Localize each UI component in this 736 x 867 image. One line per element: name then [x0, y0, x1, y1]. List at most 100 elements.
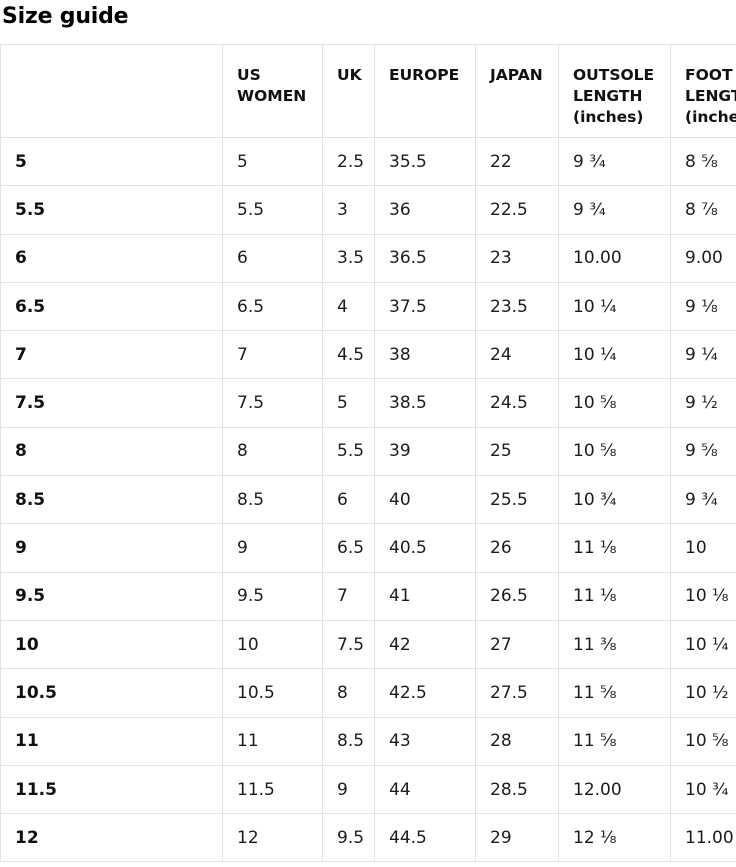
- size-value-cell: 9 ⅝: [670, 426, 736, 477]
- size-value-cell: 36: [374, 185, 476, 235]
- size-value-cell: 37.5: [374, 281, 476, 332]
- size-value-cell: 10 ⅝: [670, 716, 736, 766]
- size-value-cell: 29: [475, 813, 559, 863]
- size-value-cell: 42: [374, 619, 476, 670]
- size-value-cell: 5: [322, 378, 375, 428]
- size-value-cell: 10 ¾: [558, 475, 671, 525]
- size-label-cell: 8: [0, 426, 223, 477]
- size-value-cell: 8: [222, 426, 323, 477]
- size-value-cell: 11 ⅜: [558, 619, 671, 670]
- table-row: 12 12 9.5 44.5 29 12 ⅛ 11.00: [0, 813, 736, 863]
- size-guide-table-container: US WOMEN UK EUROPE JAPAN OUTSOLE LENGTH (inc…: [0, 44, 736, 863]
- size-label-cell: 6.5: [0, 281, 223, 332]
- size-value-cell: 42.5: [374, 668, 476, 718]
- size-label-cell: 12: [0, 813, 223, 863]
- size-value-cell: 11 ⅝: [558, 668, 671, 718]
- column-header-outsole-length: OUTSOLE LENGTH (inches): [558, 44, 671, 138]
- size-value-cell: 10 ¼: [558, 281, 671, 332]
- size-value-cell: 27: [475, 619, 559, 670]
- page-title: Size guide: [2, 4, 129, 29]
- size-label-cell: 11.5: [0, 764, 223, 815]
- size-label-cell: 11: [0, 716, 223, 766]
- size-label-cell: 10: [0, 619, 223, 670]
- size-value-cell: 25: [475, 426, 559, 477]
- column-header-europe: EUROPE: [374, 44, 476, 138]
- size-value-cell: 8.5: [322, 716, 375, 766]
- size-value-cell: 10: [222, 619, 323, 670]
- size-value-cell: 7: [222, 330, 323, 380]
- table-row: 9.5 9.5 7 41 26.5 11 ⅛ 10 ⅛: [0, 571, 736, 621]
- size-value-cell: 40: [374, 475, 476, 525]
- table-row: 10.5 10.5 8 42.5 27.5 11 ⅝ 10 ½: [0, 668, 736, 718]
- size-value-cell: 10 ½: [670, 668, 736, 718]
- size-value-cell: 25.5: [475, 475, 559, 525]
- size-value-cell: 43: [374, 716, 476, 766]
- size-label-cell: 8.5: [0, 475, 223, 525]
- size-value-cell: 3.5: [322, 233, 375, 283]
- size-value-cell: 4.5: [322, 330, 375, 380]
- size-value-cell: 44.5: [374, 813, 476, 863]
- size-value-cell: 9 ¾: [670, 475, 736, 525]
- size-value-cell: 6.5: [222, 281, 323, 332]
- size-value-cell: 39: [374, 426, 476, 477]
- size-value-cell: 9.00: [670, 233, 736, 283]
- size-value-cell: 4: [322, 281, 375, 332]
- size-value-cell: 9: [322, 764, 375, 815]
- size-value-cell: 10 ⅛: [670, 571, 736, 621]
- size-value-cell: 8: [322, 668, 375, 718]
- size-value-cell: 35.5: [374, 136, 476, 187]
- size-value-cell: 10: [670, 523, 736, 573]
- size-value-cell: 11: [222, 716, 323, 766]
- size-value-cell: 3: [322, 185, 375, 235]
- size-value-cell: 11.00: [670, 813, 736, 863]
- column-header-japan: JAPAN: [475, 44, 559, 138]
- size-guide-table: US WOMEN UK EUROPE JAPAN OUTSOLE LENGTH (inc…: [0, 44, 736, 863]
- size-value-cell: 22.5: [475, 185, 559, 235]
- size-value-cell: 26.5: [475, 571, 559, 621]
- size-value-cell: 24: [475, 330, 559, 380]
- size-value-cell: 12: [222, 813, 323, 863]
- size-value-cell: 26: [475, 523, 559, 573]
- size-value-cell: 10 ¼: [558, 330, 671, 380]
- size-value-cell: 27.5: [475, 668, 559, 718]
- column-header-uk: UK: [322, 44, 375, 138]
- size-value-cell: 36.5: [374, 233, 476, 283]
- size-value-cell: 5.5: [322, 426, 375, 477]
- size-label-cell: 7: [0, 330, 223, 380]
- size-value-cell: 40.5: [374, 523, 476, 573]
- column-header-size: [0, 44, 223, 138]
- size-value-cell: 6: [222, 233, 323, 283]
- size-value-cell: 10 ¼: [670, 619, 736, 670]
- size-value-cell: 5: [222, 136, 323, 187]
- size-value-cell: 6: [322, 475, 375, 525]
- size-value-cell: 28: [475, 716, 559, 766]
- size-value-cell: 2.5: [322, 136, 375, 187]
- size-value-cell: 38: [374, 330, 476, 380]
- size-value-cell: 24.5: [475, 378, 559, 428]
- column-header-foot-length: FOOT LENGTH (inches): [670, 44, 736, 138]
- table-row: 6 6 3.5 36.5 23 10.00 9.00: [0, 233, 736, 283]
- size-value-cell: 9 ½: [670, 378, 736, 428]
- size-value-cell: 23.5: [475, 281, 559, 332]
- size-label-cell: 6: [0, 233, 223, 283]
- size-value-cell: 9.5: [322, 813, 375, 863]
- size-label-cell: 10.5: [0, 668, 223, 718]
- size-value-cell: 5.5: [222, 185, 323, 235]
- size-value-cell: 28.5: [475, 764, 559, 815]
- size-value-cell: 6.5: [322, 523, 375, 573]
- header-row: US WOMEN UK EUROPE JAPAN OUTSOLE LENGTH (inc…: [0, 44, 736, 138]
- size-label-cell: 9.5: [0, 571, 223, 621]
- size-value-cell: 9 ⅛: [670, 281, 736, 332]
- size-value-cell: 7: [322, 571, 375, 621]
- size-value-cell: 38.5: [374, 378, 476, 428]
- size-label-cell: 7.5: [0, 378, 223, 428]
- size-value-cell: 11 ⅛: [558, 571, 671, 621]
- table-row: 11.5 11.5 9 44 28.5 12.00 10 ¾: [0, 764, 736, 815]
- size-value-cell: 22: [475, 136, 559, 187]
